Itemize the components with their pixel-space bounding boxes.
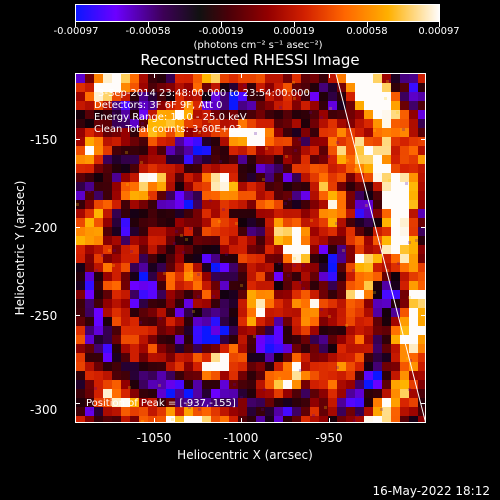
colorbar-unit-label: (photons cm⁻² s⁻¹ asec⁻²) [193, 40, 323, 51]
x-axis-label: Heliocentric X (arcsec) [177, 448, 313, 462]
x-axis-tick [329, 418, 330, 423]
colorbar-tick-label: 0.00019 [273, 26, 315, 37]
y-tick-label: -300 [30, 403, 58, 417]
observation-time: 3-Sep-2014 23:48:00.000 to 23:54:00.000 [98, 88, 310, 99]
y-axis-tick [421, 403, 426, 404]
y-axis-tick [75, 403, 80, 404]
x-axis-tick [154, 418, 155, 423]
peak-position-label: Position of Peak = [-937,-155] [86, 398, 236, 409]
y-tick-label: -250 [30, 309, 58, 323]
detectors-label: Detectors: 3F 6F 9F, Att 0 [94, 100, 223, 111]
y-axis-tick [75, 139, 80, 140]
colorbar-tick [439, 22, 440, 27]
x-tick-label: -1050 [136, 431, 172, 445]
plot-title: Reconstructed RHESSI Image [140, 51, 360, 69]
timestamp-footer: 16-May-2022 18:12 [372, 484, 490, 498]
colorbar-tick-label: 0.00097 [418, 26, 460, 37]
x-axis-tick [241, 418, 242, 423]
colorbar-tick [294, 22, 295, 27]
colorbar-tick [148, 22, 149, 27]
y-tick-label: -150 [30, 133, 58, 147]
colorbar [75, 4, 440, 22]
energy-range-label: Energy Range: 12.0 - 25.0 keV [94, 112, 247, 123]
clean-counts-label: Clean Total counts: 3.60E+03 [94, 124, 242, 135]
y-axis-tick [421, 227, 426, 228]
x-axis-tick [329, 73, 330, 78]
colorbar-tick [75, 22, 76, 27]
x-axis-tick [241, 73, 242, 78]
colorbar-tick-label: -0.00058 [125, 26, 171, 37]
colorbar-tick [221, 22, 222, 27]
y-tick-label: -200 [30, 221, 58, 235]
colorbar-tick-label: -0.00019 [198, 26, 244, 37]
y-axis-tick [75, 315, 80, 316]
x-tick-label: -1000 [223, 431, 259, 445]
reconstructed-image[interactable]: 3-Sep-2014 23:48:00.000 to 23:54:00.000 … [75, 73, 426, 423]
x-axis-tick [154, 73, 155, 78]
y-axis-label: Heliocentric Y (arcsec) [13, 180, 27, 316]
x-tick-label: -950 [315, 431, 343, 445]
y-axis-tick [75, 227, 80, 228]
colorbar-tick-label: 0.00058 [346, 26, 388, 37]
colorbar-tick-label: -0.00097 [53, 26, 99, 37]
y-axis-tick [421, 315, 426, 316]
colorbar-tick [367, 22, 368, 27]
y-axis-tick [421, 139, 426, 140]
